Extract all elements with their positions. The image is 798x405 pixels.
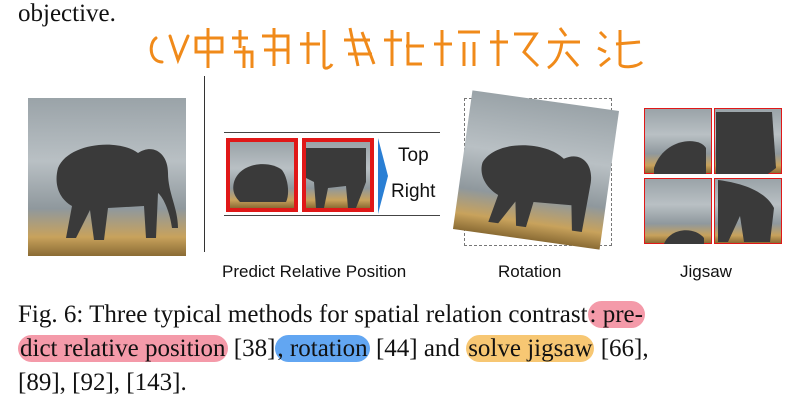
caption-prefix: Fig. 6: Three typical methods for spatia…	[18, 301, 588, 328]
divider-line	[204, 76, 205, 252]
citation-44: [44] and	[369, 335, 467, 362]
patch-neighbor	[302, 138, 374, 212]
handwritten-annotation	[149, 27, 644, 70]
frame-line-top	[224, 132, 440, 133]
highlight-predict-1: : pre-	[587, 301, 645, 328]
highlight-rotation: , rotation	[275, 335, 370, 362]
citation-38: [38]	[227, 335, 276, 362]
citations-line: [89], [92], [143].	[18, 369, 187, 396]
citation-66: [66],	[594, 335, 649, 362]
patch-center	[226, 138, 298, 212]
highlight-predict-2: dict relative position	[18, 335, 228, 362]
highlight-jigsaw: solve jigsaw	[466, 335, 595, 362]
position-label-top: Top	[398, 145, 429, 166]
elephant-photo-original	[28, 98, 186, 256]
position-label-right: Right	[391, 181, 436, 202]
subfigure-caption-jigsaw: Jigsaw	[680, 262, 732, 281]
elephant-photo-rotated	[452, 90, 620, 250]
frame-line-bottom	[224, 215, 440, 216]
body-text-fragment: objective.	[18, 0, 116, 27]
jigsaw-grid	[644, 108, 784, 244]
subfigure-caption-predict: Predict Relative Position	[222, 262, 407, 281]
figure-caption: Fig. 6: Three typical methods for spatia…	[18, 298, 793, 400]
subfigure-caption-rotation: Rotation	[498, 262, 562, 281]
arrow-right-icon	[378, 138, 388, 214]
